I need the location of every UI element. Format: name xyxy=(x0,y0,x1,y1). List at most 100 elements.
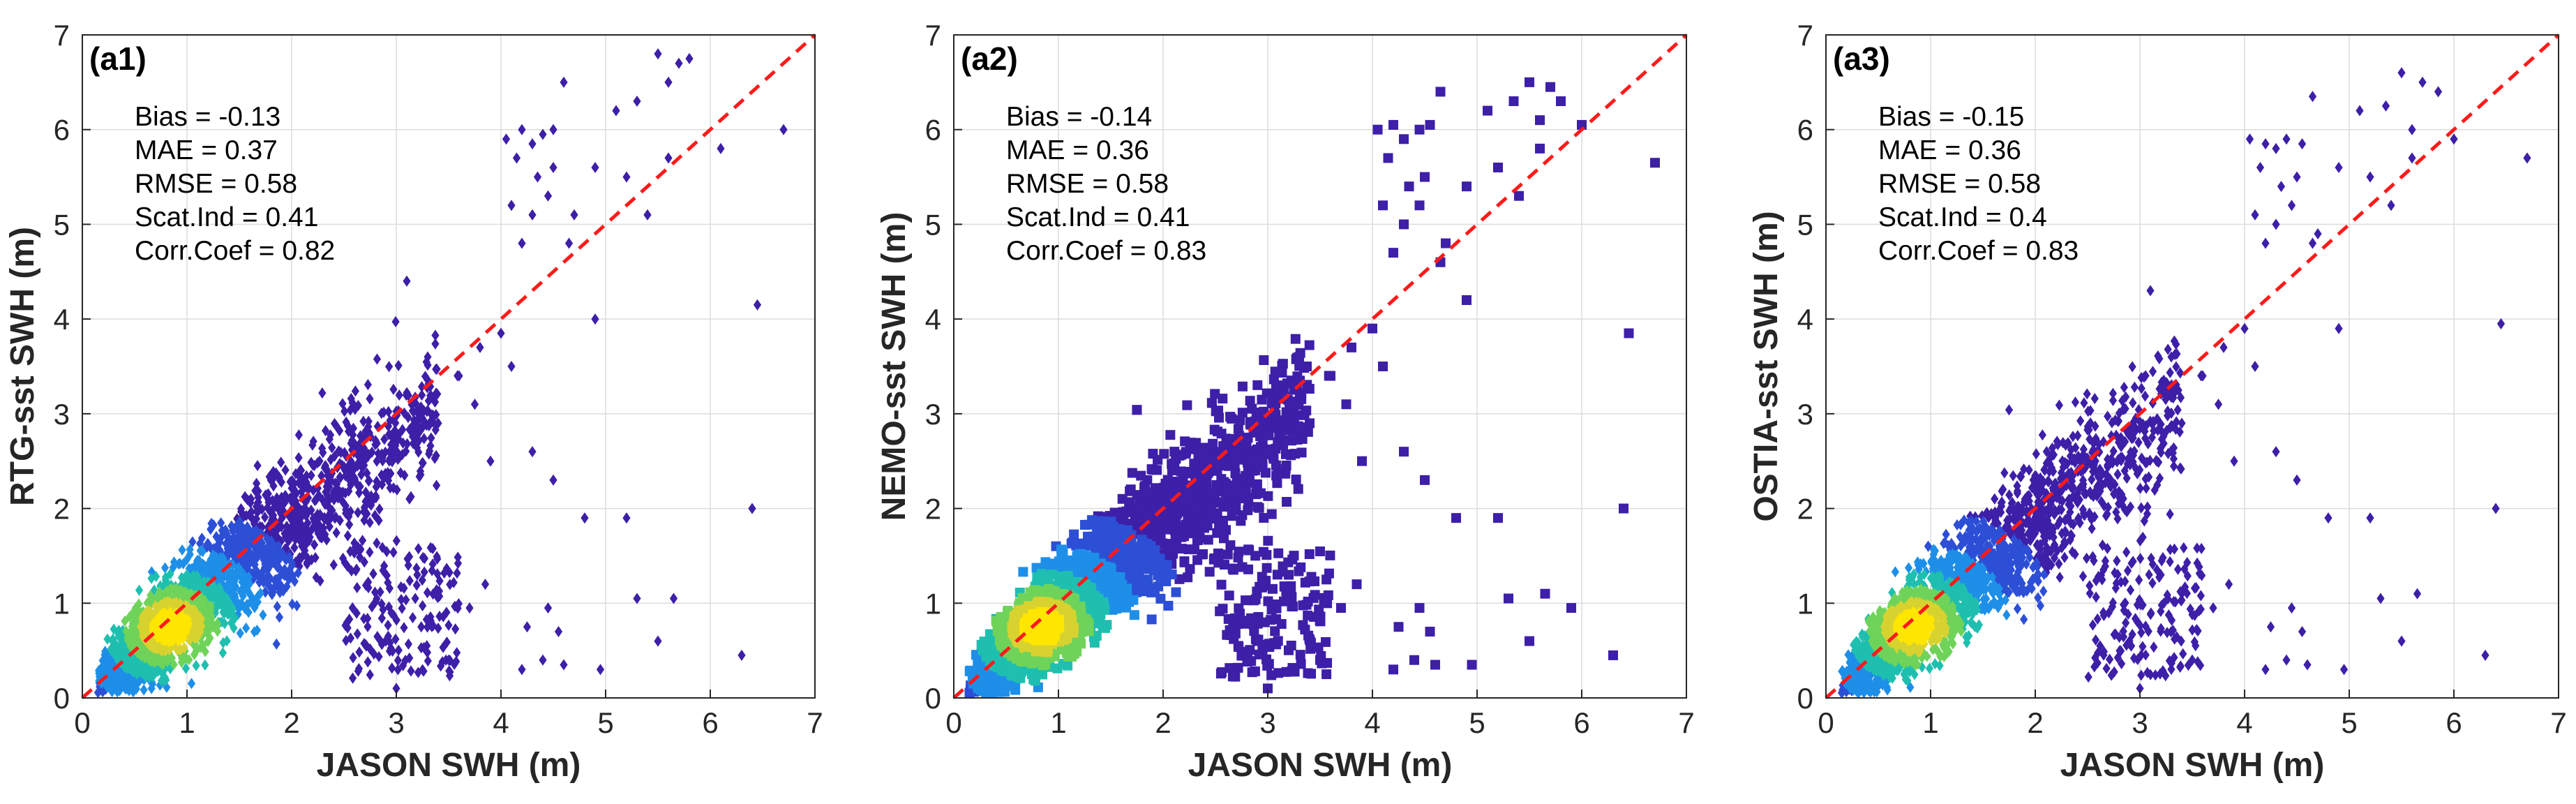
scatter-point xyxy=(430,396,440,408)
y-tick-label: 3 xyxy=(54,398,70,431)
scatter-point xyxy=(417,621,426,633)
scatter-point xyxy=(1174,574,1185,584)
scatter-point xyxy=(325,502,334,514)
scatter-point-outlier xyxy=(382,635,390,647)
scatter-point xyxy=(327,454,335,466)
scatter-point xyxy=(373,420,382,432)
scatter-point xyxy=(265,574,274,586)
scatter-point xyxy=(257,537,266,549)
scatter-point xyxy=(313,456,322,469)
scatter-point xyxy=(387,607,396,619)
scatter-point xyxy=(1227,511,1237,521)
scatter-point xyxy=(345,463,353,475)
scatter-point xyxy=(338,552,347,565)
scatter-point xyxy=(1204,567,1215,577)
scatter-point xyxy=(201,659,209,671)
scatter-point xyxy=(1252,380,1263,390)
scatter-point xyxy=(1319,597,1329,607)
scatter-point xyxy=(135,584,144,596)
scatter-point-outlier xyxy=(591,161,599,174)
scatter-point xyxy=(1212,528,1222,538)
scatter-point xyxy=(106,648,114,660)
scatter-point xyxy=(241,583,250,595)
scatter-point xyxy=(1272,570,1282,580)
scatter-point xyxy=(290,477,299,490)
scatter-point xyxy=(1266,604,1277,615)
scatter-point xyxy=(278,512,287,523)
scatter-point xyxy=(391,315,400,328)
scatter-point xyxy=(285,551,294,563)
scatter-point xyxy=(394,433,403,445)
scatter-point xyxy=(218,530,226,542)
scatter-point xyxy=(389,546,398,558)
scatter-point xyxy=(286,492,294,504)
scatter-point xyxy=(1129,610,1139,620)
scatter-point xyxy=(294,429,303,441)
scatter-point xyxy=(260,512,269,523)
scatter-point-outlier xyxy=(643,209,652,221)
scatter-point-outlier xyxy=(507,200,516,211)
scatter-point xyxy=(394,359,403,371)
scatter-point xyxy=(353,460,362,472)
scatter-point xyxy=(426,440,435,452)
scatter-point xyxy=(1283,645,1294,655)
scatter-point xyxy=(408,431,417,442)
scatter-point-outlier xyxy=(549,161,557,174)
scatter-point xyxy=(199,639,207,651)
y-tick-label: 6 xyxy=(54,114,70,147)
scatter-point xyxy=(347,438,355,449)
scatter-point xyxy=(407,665,415,677)
scatter-point xyxy=(386,415,394,426)
x-tick-label: 6 xyxy=(702,706,718,739)
scatter-point xyxy=(378,542,387,553)
scatter-point xyxy=(412,563,421,574)
scatter-point xyxy=(261,586,269,598)
scatter-point xyxy=(1080,520,1091,530)
scatter-point xyxy=(288,598,297,610)
scatter-point xyxy=(423,621,432,633)
scatter-point xyxy=(1221,433,1231,444)
scatter-point xyxy=(271,580,280,592)
scatter-point xyxy=(1069,529,1079,539)
scatter-point xyxy=(386,482,394,494)
stat-line: Scat.Ind = 0.41 xyxy=(135,202,318,232)
scatter-point xyxy=(424,395,433,407)
scatter-point xyxy=(294,452,303,463)
scatter-point xyxy=(284,509,293,521)
scatter-point-outlier xyxy=(528,209,537,221)
scatter-point xyxy=(237,586,245,597)
scatter-point xyxy=(1266,670,1277,680)
scatter-point xyxy=(392,535,400,546)
scatter-point xyxy=(1182,400,1192,410)
scatter-point xyxy=(445,665,454,677)
scatter-point-outlier xyxy=(717,142,725,154)
scatter-point xyxy=(316,575,324,587)
scatter-point xyxy=(186,549,194,560)
scatter-point xyxy=(423,646,432,658)
scatter-point-outlier xyxy=(685,52,694,64)
scatter-point xyxy=(325,433,334,445)
scatter-point xyxy=(308,459,317,471)
scatter-point xyxy=(361,579,370,591)
scatter-point xyxy=(276,586,284,598)
scatter-point xyxy=(352,607,361,619)
scatter-point xyxy=(367,499,375,511)
scatter-point-outlier xyxy=(528,446,537,458)
scatter-point xyxy=(1225,663,1235,673)
scatter-point xyxy=(268,588,276,600)
scatter-point xyxy=(1298,620,1308,630)
scatter-point xyxy=(433,583,441,596)
scatter-point xyxy=(326,474,335,486)
scatter-point xyxy=(147,572,156,584)
scatter-point xyxy=(341,620,350,632)
scatter-point xyxy=(1294,361,1305,371)
scatter-point xyxy=(328,442,336,454)
scatter-point xyxy=(437,660,445,672)
scatter-point xyxy=(375,503,384,515)
scatter-point xyxy=(277,476,285,488)
scatter-point xyxy=(243,600,251,611)
scatter-point xyxy=(1251,489,1261,500)
scatter-point xyxy=(364,656,372,668)
scatter-point-outlier xyxy=(539,654,547,666)
scatter-point xyxy=(401,654,410,667)
